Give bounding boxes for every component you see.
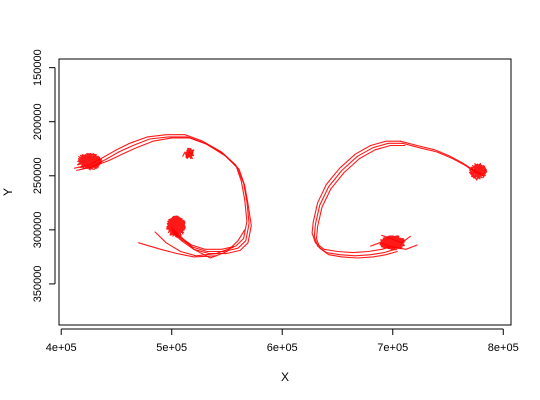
x-tick-label: 4e+05 xyxy=(46,342,77,354)
y-axis-title: Y xyxy=(1,188,15,196)
y-tick-label: 250000 xyxy=(32,157,44,194)
x-axis-title: X xyxy=(281,370,289,384)
track-line xyxy=(171,227,246,259)
plot-frame xyxy=(58,58,512,326)
x-axis: 4e+05 5e+05 6e+05 7e+05 8e+05 xyxy=(46,328,519,354)
track-line xyxy=(154,231,235,257)
y-tick-label: 150000 xyxy=(32,49,44,86)
track-line xyxy=(73,134,248,250)
track-line xyxy=(313,142,404,257)
activity-cluster xyxy=(468,162,488,181)
activity-cluster xyxy=(165,215,186,238)
y-tick-label: 200000 xyxy=(32,103,44,140)
track-line xyxy=(138,242,217,258)
track-layer xyxy=(73,134,488,259)
y-axis: 150000 200000 250000 300000 350000 xyxy=(32,49,56,303)
x-tick-label: 7e+05 xyxy=(377,342,408,354)
x-tick-label: 8e+05 xyxy=(488,342,519,354)
track-line xyxy=(311,140,402,254)
activity-cluster xyxy=(76,152,103,171)
x-tick-label: 5e+05 xyxy=(156,342,187,354)
y-tick-label: 350000 xyxy=(32,266,44,303)
track-line xyxy=(315,144,406,259)
activity-cluster xyxy=(185,147,195,160)
x-tick-label: 6e+05 xyxy=(267,342,298,354)
activity-cluster xyxy=(379,235,406,251)
y-tick-label: 300000 xyxy=(32,211,44,248)
